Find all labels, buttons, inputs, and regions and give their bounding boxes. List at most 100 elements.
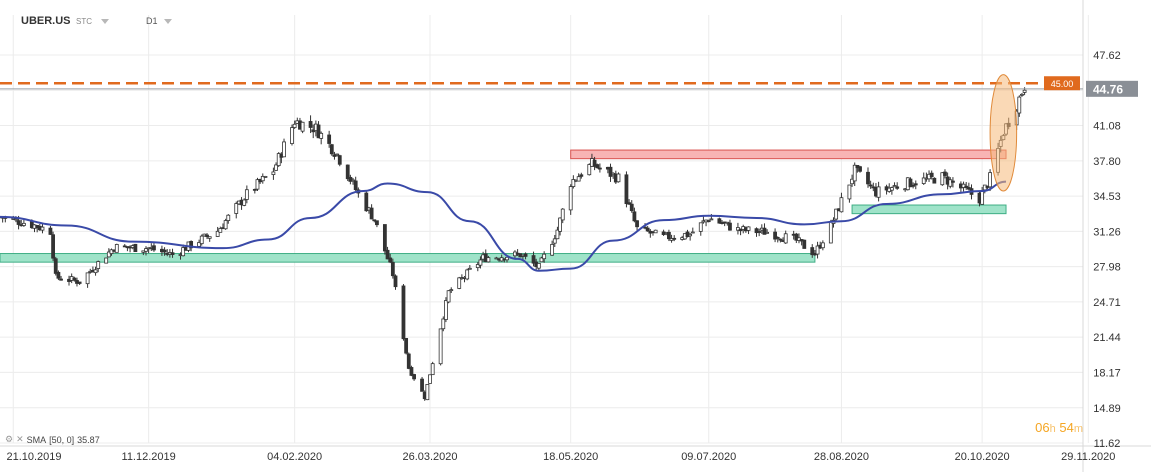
timeframe-dropdown-chevron-icon[interactable] <box>164 19 172 24</box>
candle-body-87 <box>319 132 324 139</box>
candle-body-107 <box>393 275 398 288</box>
candle-body-74 <box>274 164 278 171</box>
candle-body-109 <box>404 338 409 354</box>
candle-body-117 <box>430 363 435 376</box>
candle-body-197 <box>728 222 732 231</box>
close-icon[interactable]: ✕ <box>16 434 24 444</box>
level-price-tag <box>1044 76 1080 91</box>
candle-body-128 <box>475 264 480 269</box>
y-tick-label-5: 31.26 <box>1093 226 1121 238</box>
candle-body-90 <box>332 154 337 157</box>
candle-body-67 <box>244 189 249 200</box>
candle-body-247 <box>913 183 918 186</box>
x-tick-label-2: 04.02.2020 <box>267 451 322 463</box>
sma-line <box>0 180 1007 272</box>
indicator-legend[interactable]: ⚙ ✕ SMA [50, 0] 35.87 <box>5 434 100 445</box>
candle-body-168 <box>624 174 629 205</box>
candle-body-237 <box>876 186 881 198</box>
candle-body-16 <box>56 271 61 279</box>
candle-body-220 <box>815 245 820 255</box>
candle-body-206 <box>762 227 767 235</box>
candle-body-170 <box>629 203 634 212</box>
candle-body-248 <box>921 177 926 184</box>
candle-body-58 <box>215 230 220 237</box>
candle-body-267 <box>988 172 992 188</box>
candle-body-251 <box>929 172 934 178</box>
candle-body-104 <box>385 249 390 260</box>
candle-body-28 <box>104 257 109 264</box>
candle-body-129 <box>478 259 483 266</box>
instrument-dropdown-chevron-icon[interactable] <box>101 19 109 24</box>
levels-layer <box>0 81 1083 90</box>
candle-body-98 <box>364 192 369 212</box>
x-tick-label-7: 20.10.2020 <box>955 451 1010 463</box>
candle-body-149 <box>552 238 557 244</box>
candle-body-101 <box>372 219 377 222</box>
candle-body-91 <box>335 153 340 156</box>
candle-body-54 <box>199 235 204 245</box>
candle-body-164 <box>608 166 613 177</box>
candle-body-132 <box>486 257 491 263</box>
candle-body-57 <box>207 236 212 239</box>
candle-body-94 <box>348 176 353 182</box>
candle-body-82 <box>300 121 305 132</box>
candle-body-23 <box>85 272 90 285</box>
candle-body-151 <box>558 217 562 232</box>
candle-body-89 <box>329 144 334 155</box>
candle-body-113 <box>420 378 424 392</box>
y-tick-label-7: 24.71 <box>1093 297 1121 309</box>
candle-body-44 <box>162 249 167 253</box>
y-tick-label-10: 14.89 <box>1093 403 1121 415</box>
timeframe-label[interactable]: D1 <box>146 16 158 26</box>
candle-body-102 <box>375 220 379 226</box>
candle-body-167 <box>616 173 621 183</box>
candle-body-154 <box>571 179 576 187</box>
candle-body-228 <box>847 184 852 200</box>
candle-body-188 <box>698 222 703 232</box>
candle-body-133 <box>494 257 499 260</box>
y-tick-label-8: 21.44 <box>1093 332 1121 344</box>
candle-body-145 <box>536 262 541 269</box>
candle-body-110 <box>406 353 411 369</box>
candle-body-223 <box>828 221 833 244</box>
candle-body-146 <box>539 257 544 263</box>
level-price-tag-label: 45.00 <box>1051 79 1074 89</box>
countdown-minutes-unit: m <box>1073 423 1083 435</box>
candle-body-202 <box>746 226 751 231</box>
last-price-tag <box>1086 80 1138 97</box>
highlight-ellipse <box>989 74 1018 192</box>
candle-body-92 <box>337 155 342 165</box>
candle-body-254 <box>943 171 947 176</box>
candle-body-13 <box>48 227 53 235</box>
candle-body-32 <box>114 244 119 253</box>
indicator-value: 35.87 <box>77 434 100 445</box>
candle-body-127 <box>467 267 472 270</box>
settings-icon[interactable]: ⚙ <box>5 434 14 444</box>
candle-body-26 <box>93 269 98 274</box>
candle-body-75 <box>276 153 281 167</box>
candle-body-217 <box>802 239 807 249</box>
candle-body-143 <box>531 255 536 264</box>
candle-body-105 <box>388 257 393 263</box>
candle-body-241 <box>892 185 897 188</box>
symbol-label[interactable]: UBER.US <box>21 15 71 27</box>
candle-body-230 <box>852 164 857 182</box>
candle-body-152 <box>560 208 565 221</box>
candle-body-126 <box>465 269 470 280</box>
candle-body-88 <box>327 134 332 144</box>
candle-body-222 <box>820 242 825 249</box>
candle-body-69 <box>255 179 260 190</box>
candle-body-264 <box>980 190 985 205</box>
candle-body-37 <box>133 243 138 253</box>
candle-body-15 <box>53 258 58 274</box>
candle-body-171 <box>632 211 637 222</box>
candle-body-253 <box>940 172 945 186</box>
x-tick-label-8: 29.11.2020 <box>1061 451 1115 463</box>
candle-body-212 <box>783 233 788 244</box>
candle-body-14 <box>51 234 55 259</box>
candle-body-218 <box>810 247 815 256</box>
sma-layer <box>0 180 1007 272</box>
y-tick-label-6: 27.98 <box>1093 262 1121 274</box>
candle-body-177 <box>653 229 658 234</box>
